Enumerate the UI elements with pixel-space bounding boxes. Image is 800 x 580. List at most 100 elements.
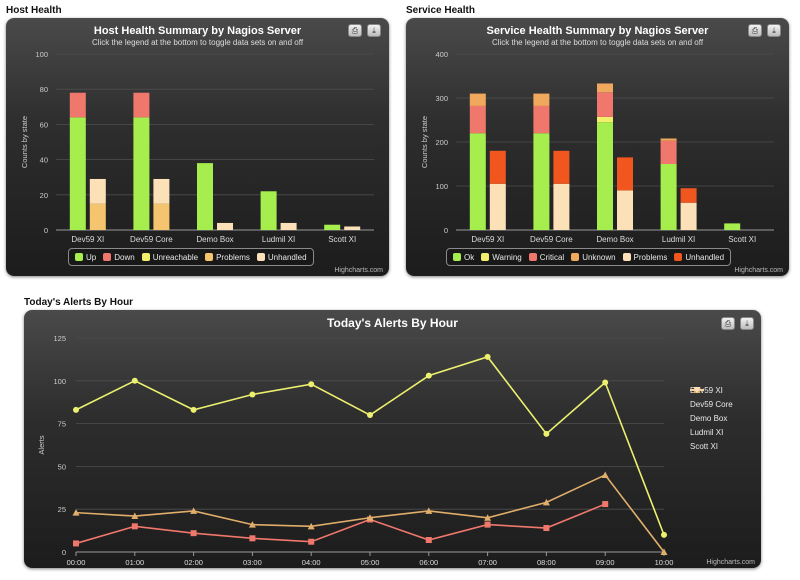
point-ludmil-xi [542, 498, 550, 506]
host-bar-up [133, 117, 150, 230]
alerts-legend-scott-xi[interactable]: Scott XI [690, 387, 733, 451]
host-legend-problems[interactable]: Problems [205, 253, 250, 262]
legend-label: Up [86, 252, 97, 262]
export-button[interactable]: ⤓ [767, 24, 781, 37]
point-ludmil-xi [425, 507, 433, 514]
legend-swatch [674, 253, 683, 261]
point-demo-box [73, 540, 79, 547]
export-button[interactable]: ⤓ [367, 24, 381, 37]
point-ludmil-xi [307, 522, 315, 530]
x-tick-label: 09:00 [596, 558, 615, 567]
service-legend-unhandled[interactable]: Unhandled [674, 253, 724, 262]
point-dev59-core [425, 372, 432, 379]
point-ludmil-xi [484, 514, 492, 521]
alerts-title: Today's Alerts By Hour [327, 316, 458, 330]
service-legend-problems[interactable]: Problems [622, 253, 667, 262]
point-dev59-core [602, 379, 609, 386]
host-bar-down [69, 92, 86, 118]
series-line-demo-box [75, 503, 606, 545]
x-tick-label: 07:00 [478, 558, 497, 567]
y-tick-label: 0 [44, 226, 48, 235]
y-tick-label: 20 [40, 191, 48, 200]
host-bar-problems [153, 203, 170, 230]
credits-label[interactable]: Highcharts.com [706, 559, 755, 566]
host-legend-unreachable[interactable]: Unreachable [141, 252, 199, 262]
host-legend-unhandled[interactable]: Unhandled [256, 253, 307, 262]
service-bar-critical [597, 92, 613, 117]
alerts-legend-ludmil-xi[interactable]: Ludmil XI [690, 386, 733, 437]
service-bar-unhandled [680, 188, 697, 203]
download-icon: ⤓ [372, 26, 376, 35]
credits-label[interactable]: Highcharts.com [334, 267, 383, 274]
credits-label[interactable]: Highcharts.com [734, 267, 783, 274]
service-bar-problems [617, 190, 633, 230]
host-legend-down[interactable]: Down [103, 253, 135, 262]
export-button[interactable]: ⤓ [740, 317, 754, 330]
service-bar-critical [469, 105, 486, 134]
printer-icon: ⎙ [724, 319, 732, 328]
legend-label: Dev59 XI [690, 386, 723, 395]
point-ludmil-xi [660, 548, 668, 555]
legend-label: Warning [492, 252, 522, 262]
series-line-ludmil-xi [75, 473, 665, 553]
service-bar-ok [597, 122, 613, 230]
service-bar-unknown [533, 93, 550, 106]
x-tick-label: Dev59 XI [71, 235, 104, 244]
alerts-legend-demo-box[interactable]: Demo Box [690, 387, 733, 423]
y-axis-label: Alerts [37, 435, 46, 454]
y-tick-label: 0 [62, 548, 66, 557]
service-bar-problems [680, 202, 697, 230]
legend-label: Unreachable [152, 252, 199, 262]
point-ludmil-xi [131, 512, 139, 520]
host-bar-down [133, 92, 150, 118]
legend-swatch [481, 253, 490, 261]
host-bar-up [197, 163, 213, 230]
legend-swatch [256, 253, 265, 261]
x-tick-label: 02:00 [184, 558, 203, 567]
printer-icon: ⎙ [751, 26, 759, 35]
service-bar-unhandled [489, 150, 506, 184]
legend-label: Ok [464, 252, 475, 262]
legend-label: Critical [539, 252, 565, 262]
alerts-legend: Dev59 XI Dev59 Core Demo Box Ludmil XI Scott… [690, 386, 733, 451]
x-tick-label: Demo Box [596, 235, 633, 244]
point-demo-box [425, 537, 432, 544]
x-tick-label: 08:00 [537, 558, 556, 567]
y-tick-label: 100 [435, 182, 448, 191]
service-bar-ok [469, 133, 486, 230]
point-demo-box [190, 530, 197, 537]
host-bar-unhandled [153, 178, 170, 204]
x-tick-label: Dev59 XI [471, 235, 504, 244]
alerts-legend-dev59-core[interactable]: Dev59 Core [690, 387, 733, 409]
service-title: Service Health Summary by Nagios Server [487, 25, 710, 37]
service-legend-warning[interactable]: Warning [481, 253, 522, 262]
point-demo-box [249, 535, 256, 542]
legend-label: Unknown [582, 252, 616, 262]
service-legend-ok[interactable]: Ok [453, 253, 474, 262]
print-button[interactable]: ⎙ [748, 24, 762, 37]
x-tick-label: Dev59 Core [130, 235, 173, 244]
service-bar-problems [489, 183, 506, 230]
service-health-heading: Service Health [406, 5, 475, 16]
service-legend: Ok Warning Critical Unknown Problems Unhandle… [446, 248, 732, 266]
print-button[interactable]: ⎙ [721, 317, 735, 330]
host-bar-unhandled [344, 226, 361, 230]
host-legend-up[interactable]: Up [75, 253, 96, 262]
host-legend: Up Down Unreachable Problems Unhandled [68, 248, 314, 266]
y-tick-label: 125 [53, 334, 66, 343]
legend-swatch [528, 253, 537, 261]
point-dev59-core [543, 430, 550, 437]
x-tick-label: 04:00 [302, 558, 321, 567]
host-health-heading: Host Health [6, 5, 62, 16]
host-title: Host Health Summary by Nagios Server [94, 25, 302, 37]
service-legend-critical[interactable]: Critical [528, 252, 565, 262]
print-button[interactable]: ⎙ [348, 24, 362, 37]
point-ludmil-xi [72, 509, 80, 516]
point-demo-box [131, 523, 138, 530]
service-bar-unknown [469, 93, 486, 106]
service-legend-unknown[interactable]: Unknown [571, 252, 616, 262]
y-tick-label: 0 [444, 226, 448, 235]
legend-swatch [205, 253, 214, 261]
service-health-chart: Service Health Summary by Nagios Server C… [406, 18, 789, 276]
point-ludmil-xi [601, 471, 609, 478]
